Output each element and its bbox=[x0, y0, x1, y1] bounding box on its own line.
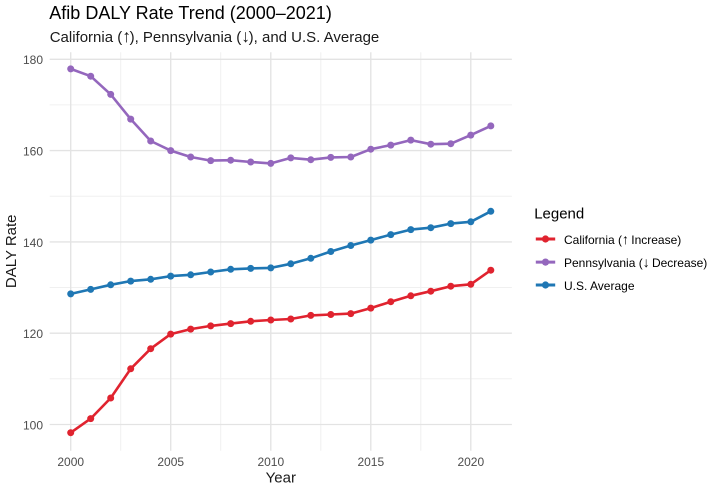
svg-text:Afib DALY Rate Trend (2000–202: Afib DALY Rate Trend (2000–2021) bbox=[49, 3, 332, 23]
svg-text:California (↑), Pennsylvania (: California (↑), Pennsylvania (↓), and U.… bbox=[50, 26, 380, 46]
svg-text:Legend: Legend bbox=[534, 206, 584, 223]
svg-text:Year: Year bbox=[266, 470, 296, 487]
svg-text:120: 120 bbox=[23, 327, 43, 341]
svg-text:180: 180 bbox=[23, 53, 43, 67]
svg-text:Pennsylvania (↓ Decrease): Pennsylvania (↓ Decrease) bbox=[564, 254, 707, 270]
svg-text:2010: 2010 bbox=[257, 455, 284, 469]
svg-text:2015: 2015 bbox=[357, 455, 384, 469]
svg-text:DALY Rate: DALY Rate bbox=[3, 214, 20, 288]
svg-text:U.S. Average: U.S. Average bbox=[564, 279, 635, 293]
svg-text:2000: 2000 bbox=[57, 455, 84, 469]
svg-text:160: 160 bbox=[23, 145, 43, 159]
svg-text:140: 140 bbox=[23, 236, 43, 250]
svg-text:100: 100 bbox=[23, 418, 43, 432]
svg-text:California (↑ Increase): California (↑ Increase) bbox=[564, 231, 681, 247]
svg-text:2005: 2005 bbox=[157, 455, 184, 469]
svg-text:2020: 2020 bbox=[457, 455, 484, 469]
